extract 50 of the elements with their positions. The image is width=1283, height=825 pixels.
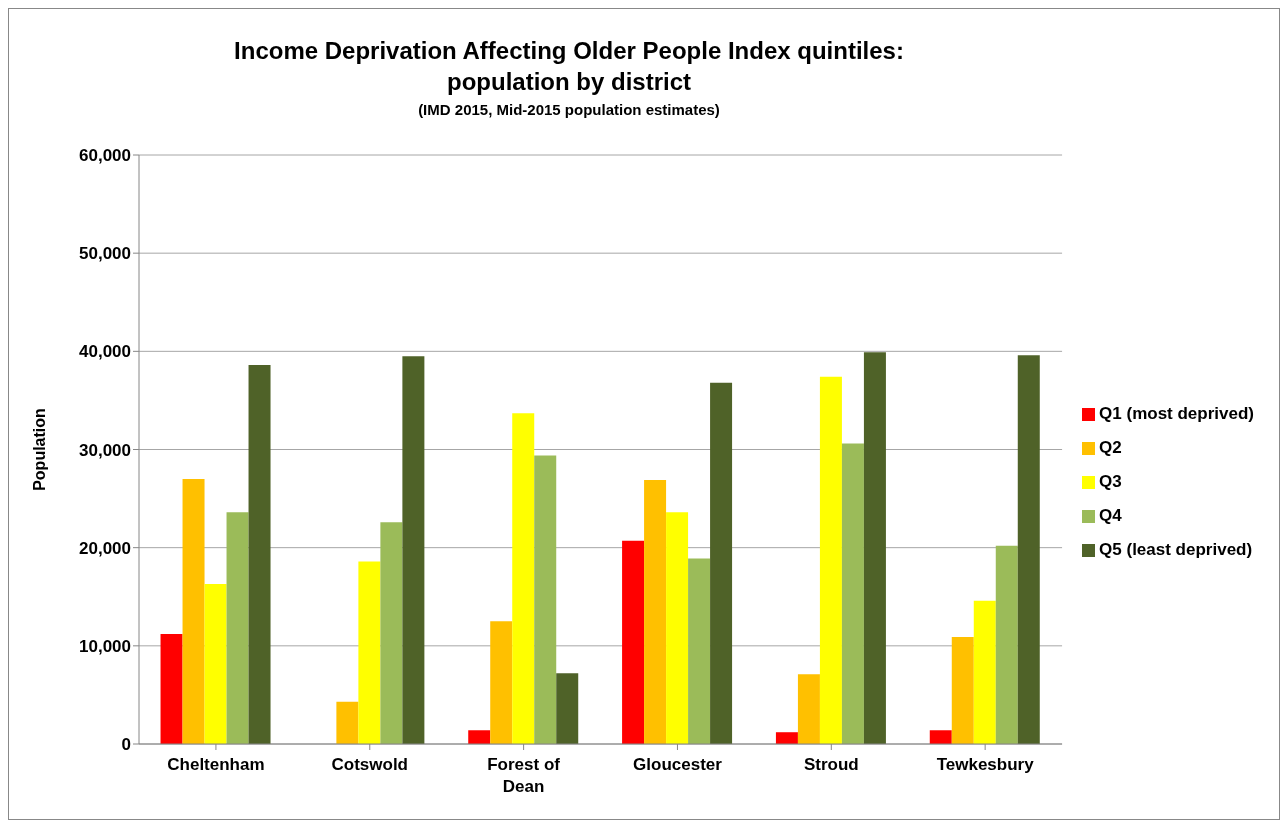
y-axis-title: Population — [30, 408, 48, 491]
bar — [644, 479, 667, 744]
x-tick-label: Gloucester — [633, 755, 723, 774]
x-tick-label: Cheltenham — [167, 755, 265, 774]
bar — [380, 522, 403, 744]
x-tick-label: Tewkesbury — [936, 755, 1035, 774]
bar — [556, 673, 579, 744]
bar — [951, 637, 974, 744]
bar — [819, 376, 842, 744]
y-tick-label: 60,000 — [79, 146, 131, 166]
x-tick-label: Forest of Dean — [487, 755, 561, 796]
x-tick-label: Stroud — [803, 755, 859, 774]
bar — [666, 512, 689, 744]
bar — [512, 413, 535, 744]
legend-label: Q1 (most deprived) — [1099, 403, 1254, 423]
bar — [797, 674, 820, 744]
bar — [182, 478, 205, 744]
bar — [358, 561, 381, 744]
legend-label: Q2 — [1099, 437, 1122, 457]
legend-label: Q4 — [1099, 505, 1122, 525]
bar — [248, 365, 271, 744]
bar — [490, 621, 513, 744]
chart-title: Income Deprivation Affecting Older People Index quintiles: population by district — [233, 36, 905, 97]
bar — [710, 382, 733, 744]
bar — [468, 730, 491, 744]
y-tick-label: 20,000 — [79, 538, 131, 558]
bar — [226, 512, 249, 744]
y-tick-label: 10,000 — [79, 636, 131, 656]
bar — [688, 558, 711, 744]
bar — [160, 634, 183, 744]
bar — [841, 443, 864, 744]
y-tick-label: 50,000 — [79, 244, 131, 264]
bar — [929, 730, 952, 744]
bar — [863, 352, 886, 744]
bar — [622, 540, 645, 744]
legend-label: Q5 (least deprived) — [1099, 539, 1253, 559]
y-tick-label: 0 — [121, 735, 131, 755]
bar — [336, 701, 359, 744]
bar — [1017, 355, 1040, 744]
chart-subtitle: (IMD 2015, Mid-2015 population estimates) — [417, 101, 721, 118]
y-tick-label: 30,000 — [79, 440, 131, 460]
bar — [534, 455, 557, 744]
bar — [973, 600, 996, 744]
bar — [995, 545, 1018, 744]
bar — [402, 356, 425, 744]
y-tick-label: 40,000 — [79, 342, 131, 362]
bar — [775, 732, 798, 744]
x-tick-label: Cotswold — [331, 755, 409, 774]
bar — [204, 583, 227, 744]
legend-label: Q3 — [1099, 471, 1122, 491]
